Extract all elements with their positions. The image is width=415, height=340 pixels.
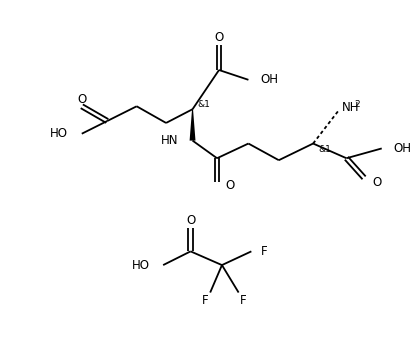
Text: O: O bbox=[77, 93, 86, 106]
Text: 2: 2 bbox=[354, 100, 360, 109]
Text: F: F bbox=[202, 294, 209, 307]
Text: O: O bbox=[215, 31, 224, 44]
Text: F: F bbox=[261, 245, 268, 258]
Polygon shape bbox=[190, 109, 195, 141]
Text: O: O bbox=[372, 176, 381, 189]
Text: O: O bbox=[226, 179, 235, 192]
Text: NH: NH bbox=[342, 101, 359, 114]
Text: F: F bbox=[240, 294, 247, 307]
Text: &1: &1 bbox=[318, 145, 331, 154]
Text: O: O bbox=[186, 215, 195, 227]
Text: HO: HO bbox=[132, 259, 149, 272]
Text: OH: OH bbox=[260, 73, 278, 86]
Text: HO: HO bbox=[50, 127, 68, 140]
Text: &1: &1 bbox=[198, 100, 210, 109]
Text: HN: HN bbox=[161, 134, 179, 147]
Text: OH: OH bbox=[393, 142, 412, 155]
